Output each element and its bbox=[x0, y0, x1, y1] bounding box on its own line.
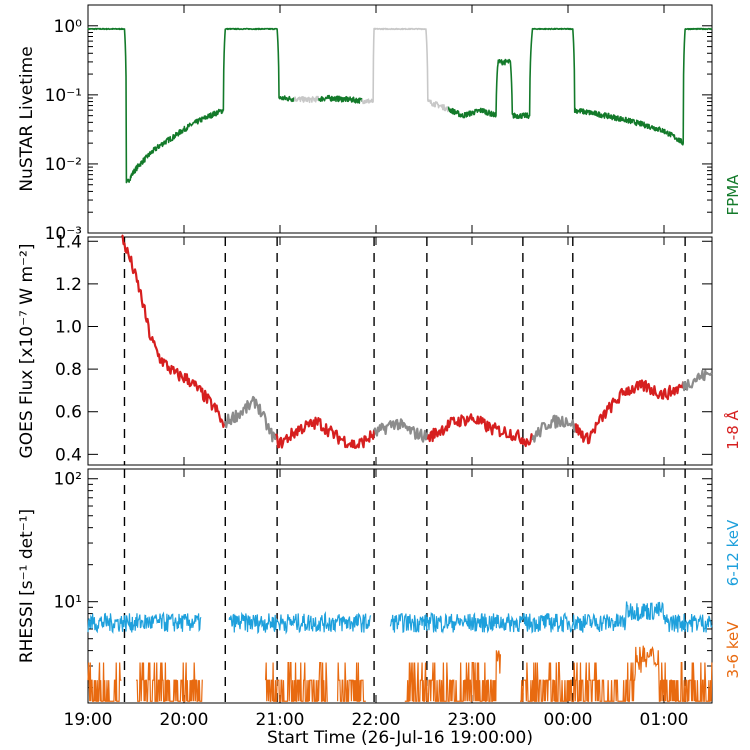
y-tick-label: 10⁻¹ bbox=[45, 86, 82, 106]
rhessi-3-6-line bbox=[136, 662, 203, 702]
fpma-line bbox=[87, 27, 296, 184]
goes-flux-series bbox=[121, 234, 713, 449]
legend-goes-1-8: 1-8 Å bbox=[723, 409, 742, 449]
rhessi-3-6-line bbox=[520, 645, 713, 702]
x-tick-label: 21:00 bbox=[256, 710, 305, 730]
fpma-line bbox=[317, 94, 363, 104]
goes-line bbox=[426, 413, 534, 448]
panel-rhessi-frame bbox=[87, 468, 713, 704]
rhessi-3-6-line bbox=[404, 650, 502, 702]
y-tick-label: 1.4 bbox=[55, 232, 82, 252]
rhessi-3-6-line bbox=[337, 662, 366, 702]
tick-labels: 19:00 20:00 21:00 22:00 23:00 00:00 01:00 10⁰ 10… bbox=[45, 17, 689, 730]
rhessi-6-12-line bbox=[87, 611, 202, 635]
x-tick-label: 00:00 bbox=[544, 710, 593, 730]
axis-ticks bbox=[87, 5, 712, 703]
y-tick-label: 10⁰ bbox=[54, 17, 83, 37]
panel-nustar-frame bbox=[87, 4, 713, 234]
x-axis-title: Start Time (26-Jul-16 19:00:00) bbox=[267, 728, 533, 748]
y-tick-label: 10⁻³ bbox=[45, 224, 82, 244]
y-tick-label: 0.8 bbox=[55, 360, 82, 380]
goes-line bbox=[223, 395, 278, 443]
goes-line bbox=[373, 418, 429, 443]
dashed-vertical-lines bbox=[123, 237, 686, 703]
goes-ylabel: GOES Flux [x10⁻⁷ W m⁻²] bbox=[17, 244, 37, 459]
rhessi-series bbox=[87, 601, 713, 702]
x-tick-label: 01:00 bbox=[640, 710, 689, 730]
rhessi-3-6-line bbox=[87, 662, 122, 702]
nustar-livetime-series bbox=[87, 27, 713, 184]
x-tick-label: 23:00 bbox=[448, 710, 497, 730]
y-tick-label: 10⁻² bbox=[45, 155, 82, 175]
y-tick-label: 10¹ bbox=[54, 593, 82, 613]
legend-rhessi-6-12: 6-12 keV bbox=[724, 519, 742, 586]
nustar-ylabel: NuSTAR Livetime bbox=[17, 46, 37, 191]
y-tick-label: 10² bbox=[54, 470, 82, 490]
rhessi-6-12-line bbox=[389, 601, 713, 634]
rhessi-3-6-line bbox=[265, 661, 328, 702]
goes-line bbox=[121, 234, 226, 429]
fpma-line bbox=[293, 95, 320, 104]
rhessi-6-12-line bbox=[228, 610, 372, 635]
goes-line bbox=[682, 369, 713, 392]
fpma-line bbox=[447, 27, 713, 146]
y-tick-label: 0.4 bbox=[55, 445, 82, 465]
goes-line bbox=[275, 416, 376, 449]
goes-line bbox=[531, 414, 577, 443]
y-tick-label: 1.0 bbox=[55, 317, 82, 337]
panel-goes-frame bbox=[87, 236, 713, 466]
fpma-line bbox=[361, 27, 449, 113]
x-tick-label: 22:00 bbox=[352, 710, 401, 730]
legend-rhessi-3-6: 3-6 keV bbox=[724, 621, 742, 679]
y-tick-label: 0.6 bbox=[55, 403, 82, 423]
rhessi-ylabel: RHESSI [s⁻¹ det⁻¹] bbox=[17, 509, 37, 663]
goes-line bbox=[574, 379, 685, 445]
y-tick-label: 1.2 bbox=[55, 275, 82, 295]
legend-fpma: FPMA bbox=[724, 174, 742, 216]
x-tick-label: 20:00 bbox=[160, 710, 209, 730]
x-tick-label: 19:00 bbox=[64, 710, 113, 730]
